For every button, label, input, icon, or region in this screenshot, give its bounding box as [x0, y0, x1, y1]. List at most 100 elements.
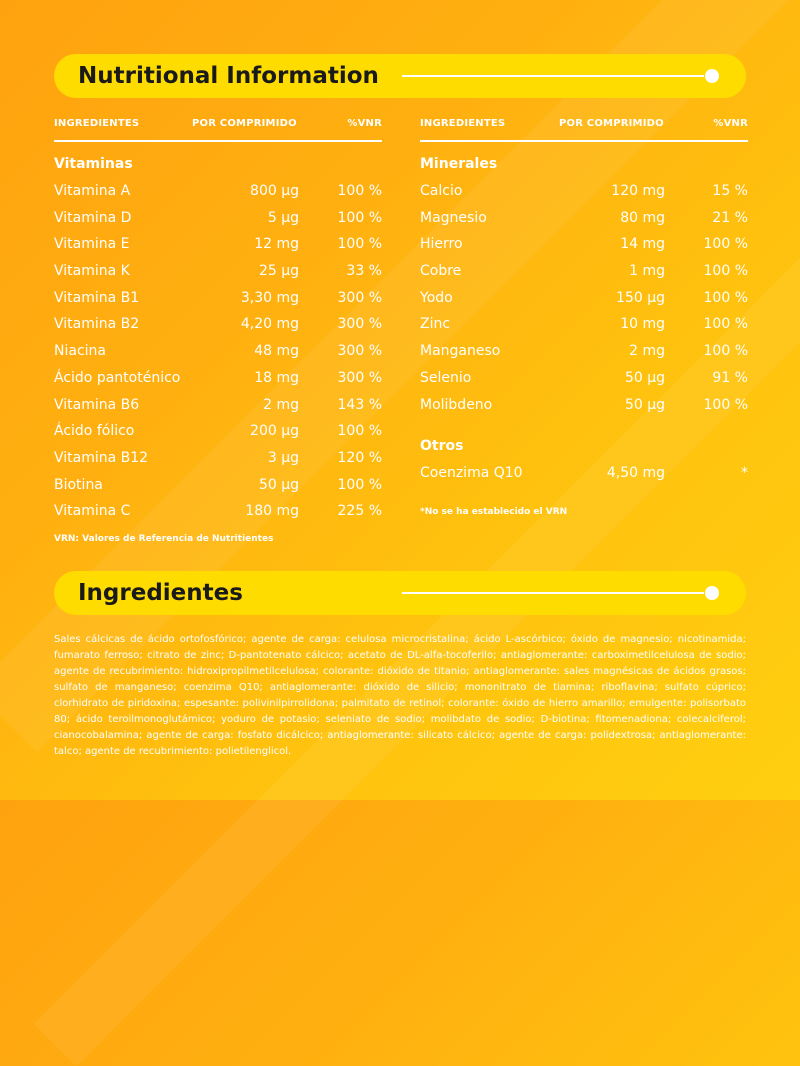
nutrient-vnr: 100 %	[703, 343, 748, 360]
nutrient-amount: 18 mg	[254, 369, 299, 386]
minerals-list: Calcio 120 mg 15 % Magnesio 80 mg 21 % Hierro 1…	[420, 181, 748, 421]
nutrient-vnr: *	[741, 465, 748, 482]
nutrient-vnr: 100 %	[337, 236, 382, 253]
nutrient-vnr: 15 %	[712, 183, 748, 199]
nutrient-row: Manganeso 2 mg 100 %	[420, 341, 748, 368]
nutrient-vnr: 33 %	[346, 263, 382, 280]
nutrient-vnr: 21 %	[712, 209, 748, 226]
banner-dot-icon	[705, 586, 719, 600]
header-per-tablet: POR COMPRIMIDO	[192, 118, 297, 129]
nutrient-row: Vitamina C 180 mg 225 %	[54, 501, 382, 528]
nutrient-amount: 14 mg	[620, 236, 665, 253]
nutrient-name: Ácido pantoténico	[54, 369, 181, 386]
nutrient-row: Vitamina A 800 µg 100 %	[54, 181, 382, 208]
nutrient-vnr: 300 %	[337, 343, 382, 360]
nutrient-row: Vitamina D 5 µg 100 %	[54, 208, 382, 235]
nutrient-row: Zinc 10 mg 100 %	[420, 314, 748, 341]
header-ingredient: INGREDIENTES	[420, 118, 506, 129]
header-vnr: %VNR	[713, 118, 748, 129]
nutrient-name: Vitamina E	[54, 236, 130, 253]
nutrient-name: Vitamina C	[54, 503, 131, 520]
nutrient-name: Cobre	[420, 263, 462, 280]
nutrient-name: Selenio	[420, 369, 472, 386]
nutrient-name: Niacina	[54, 343, 106, 360]
nutrient-amount: 150 µg	[616, 289, 665, 306]
nutrient-row: Vitamina E 12 mg 100 %	[54, 234, 382, 261]
minerals-column: INGREDIENTES POR COMPRIMIDO %VNR Mineral…	[420, 118, 748, 490]
nutrient-amount: 48 mg	[254, 343, 299, 360]
nutrient-vnr: 100 %	[703, 289, 748, 306]
nutrient-vnr: 100 %	[337, 476, 382, 493]
nutrient-name: Biotina	[54, 476, 103, 493]
nutrient-row: Ácido pantoténico 18 mg 300 %	[54, 368, 382, 395]
nutrient-row: Vitamina K 25 µg 33 %	[54, 261, 382, 288]
nutrient-amount: 4,20 mg	[240, 316, 299, 333]
nutrient-row: Ácido fólico 200 µg 100 %	[54, 421, 382, 448]
nutrient-amount: 50 µg	[624, 369, 665, 386]
ingredients-banner: Ingredientes	[54, 571, 746, 615]
ingredients-title: Ingredientes	[78, 580, 243, 606]
banner-line	[402, 592, 704, 594]
nutrient-row: Vitamina B12 3 µg 120 %	[54, 448, 382, 475]
vitamins-list: Vitamina A 800 µg 100 % Vitamina D 5 µg 100 %…	[54, 181, 382, 528]
nutrient-row: Vitamina B1 3,30 mg 300 %	[54, 288, 382, 315]
nutrient-row: Niacina 48 mg 300 %	[54, 341, 382, 368]
nutrient-amount: 4,50 mg	[606, 465, 665, 482]
nutrient-name: Vitamina D	[54, 209, 132, 226]
nutrient-amount: 2 mg	[629, 343, 665, 360]
nutrient-row: Magnesio 80 mg 21 %	[420, 208, 748, 235]
nutrient-vnr: 300 %	[337, 289, 382, 306]
nutrient-vnr: 100 %	[703, 263, 748, 280]
nutrient-vnr: 143 %	[337, 396, 382, 413]
nutrient-vnr: 120 %	[337, 449, 382, 466]
nutrient-row: Coenzima Q10 4,50 mg *	[420, 463, 748, 490]
nutrient-row: Biotina 50 µg 100 %	[54, 475, 382, 502]
nutrient-amount: 2 mg	[263, 396, 299, 413]
nutrient-row: Hierro 14 mg 100 %	[420, 234, 748, 261]
nutrient-amount: 800 µg	[250, 183, 299, 199]
nutrient-name: Ácido fólico	[54, 423, 135, 440]
nutrient-amount: 12 mg	[254, 236, 299, 253]
nutrient-row: Calcio 120 mg 15 %	[420, 181, 748, 208]
nutrient-name: Yodo	[420, 289, 453, 306]
nutrient-amount: 3 µg	[267, 449, 299, 466]
nutrient-row: Vitamina B6 2 mg 143 %	[54, 395, 382, 422]
nutrient-row: Cobre 1 mg 100 %	[420, 261, 748, 288]
nutrient-amount: 120 mg	[611, 183, 665, 199]
nutrient-vnr: 225 %	[337, 503, 382, 520]
nutrient-vnr: 100 %	[337, 183, 382, 199]
header-per-tablet: POR COMPRIMIDO	[559, 118, 664, 129]
nutrient-amount: 25 µg	[258, 263, 299, 280]
nutrition-title: Nutritional Information	[78, 63, 379, 89]
nutrition-banner: Nutritional Information	[54, 54, 746, 98]
nutrient-vnr: 100 %	[703, 316, 748, 333]
nutrient-row: Molibdeno 50 µg 100 %	[420, 395, 748, 422]
nutrient-vnr: 300 %	[337, 369, 382, 386]
nutrient-name: Hierro	[420, 236, 463, 253]
vitamins-column: INGREDIENTES POR COMPRIMIDO %VNR Vitamin…	[54, 118, 382, 528]
others-list: Coenzima Q10 4,50 mg *	[420, 463, 748, 490]
nutrient-amount: 50 µg	[258, 476, 299, 493]
nutrient-name: Vitamina B6	[54, 396, 140, 413]
vnr-footnote: VRN: Valores de Referencia de Nutritient…	[54, 534, 274, 544]
section-title-vitamins: Vitaminas	[54, 156, 133, 172]
nutrient-name: Vitamina K	[54, 263, 130, 280]
nutrient-name: Calcio	[420, 183, 463, 199]
ingredients-text: Sales cálcicas de ácido ortofosfórico; a…	[54, 634, 746, 757]
nutrient-row: Vitamina B2 4,20 mg 300 %	[54, 314, 382, 341]
nutrient-amount: 180 mg	[245, 503, 299, 520]
section-title-minerals: Minerales	[420, 156, 498, 172]
nutrient-name: Molibdeno	[420, 396, 493, 413]
table-header: INGREDIENTES POR COMPRIMIDO %VNR	[420, 118, 748, 132]
section-title-others: Otros	[420, 438, 464, 455]
nutrient-amount: 80 mg	[620, 209, 665, 226]
nutrient-name: Zinc	[420, 316, 451, 333]
nutrient-vnr: 91 %	[712, 369, 748, 386]
nutrient-amount: 200 µg	[250, 423, 299, 440]
nutrient-name: Vitamina B2	[54, 316, 140, 333]
table-header: INGREDIENTES POR COMPRIMIDO %VNR	[54, 118, 382, 132]
asterisk-note: *No se ha establecido el VRN	[420, 507, 568, 517]
nutrient-name: Vitamina A	[54, 183, 131, 199]
nutrient-vnr: 100 %	[703, 396, 748, 413]
nutrient-vnr: 300 %	[337, 316, 382, 333]
